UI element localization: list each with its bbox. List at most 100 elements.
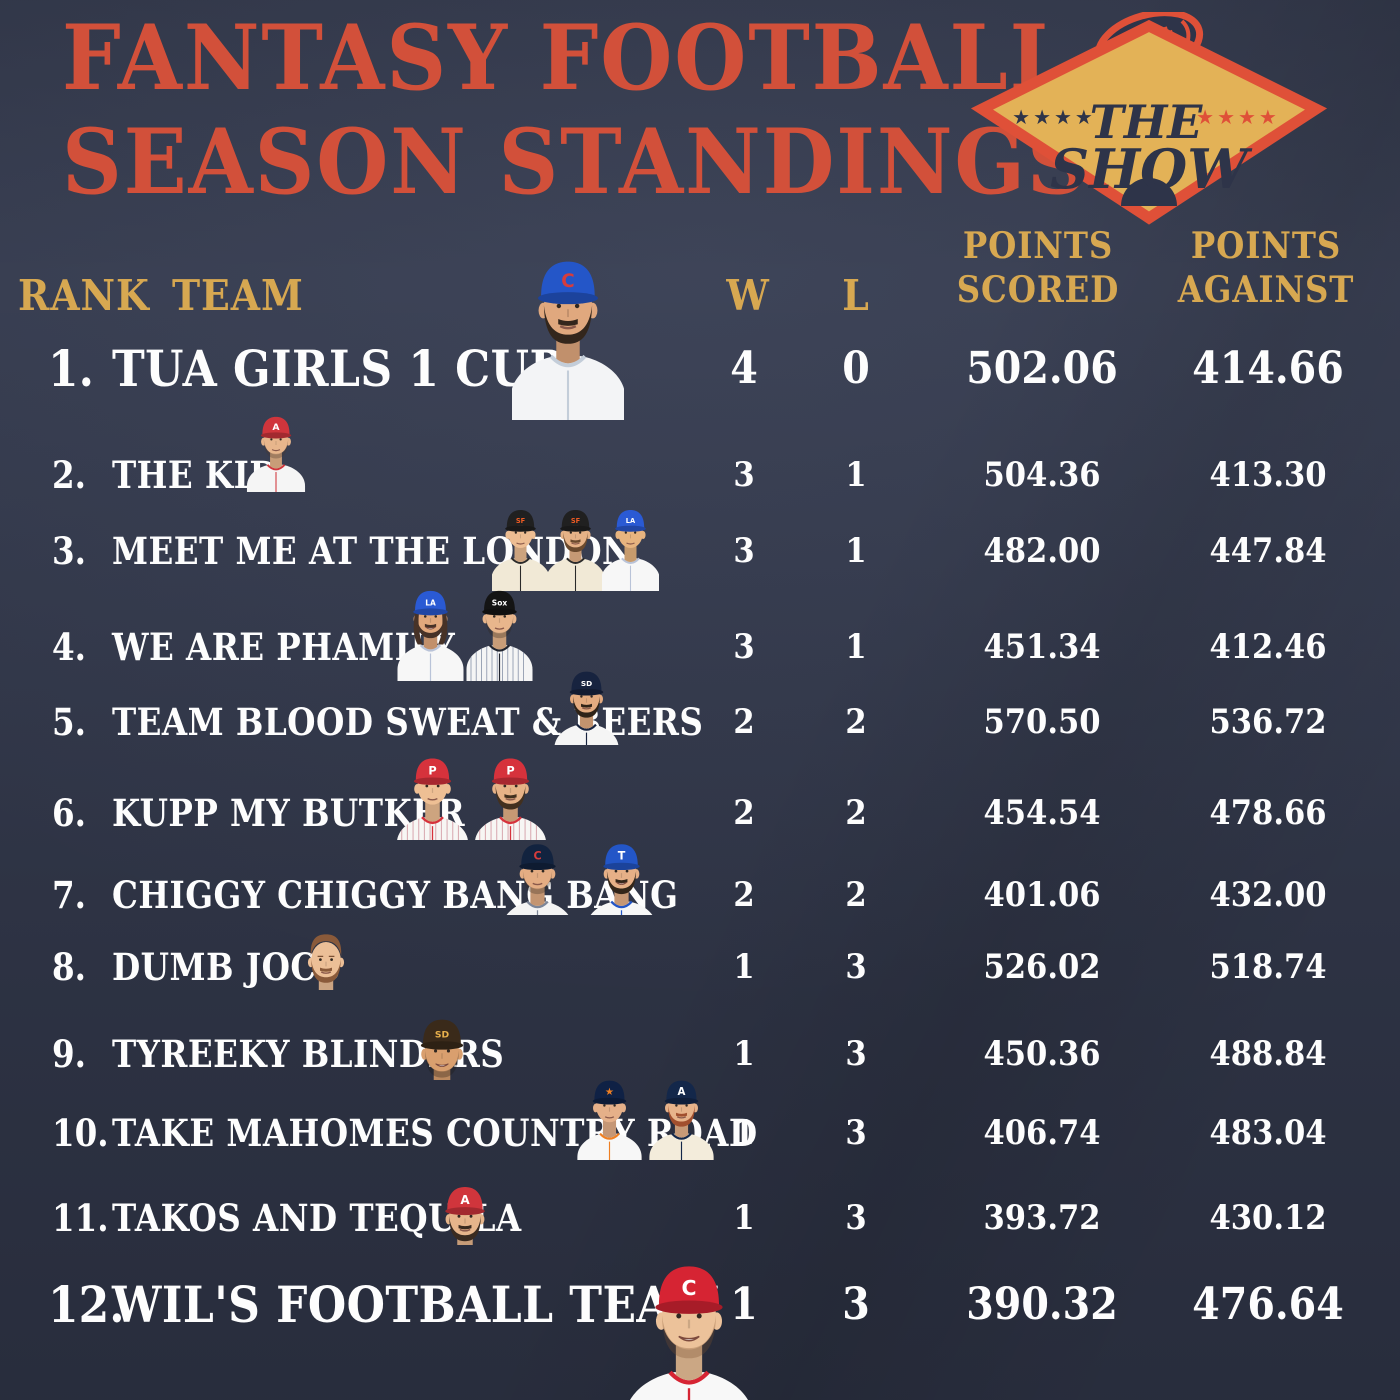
- points-against-cell: 412.46: [1209, 627, 1327, 667]
- points-scored-cell: 502.06: [966, 343, 1118, 394]
- svg-text:P: P: [428, 763, 436, 777]
- logo-word-show: SHOW: [1050, 137, 1253, 201]
- wins-cell: 3: [733, 531, 755, 571]
- points-against-cell: 413.30: [1209, 455, 1327, 495]
- rank-cell: 2.: [52, 453, 87, 497]
- phillies-player-photo: P: [470, 750, 551, 840]
- column-header-wins: W: [726, 271, 770, 320]
- points-against-cell: 518.74: [1209, 947, 1327, 987]
- points-against-cell: 447.84: [1209, 531, 1327, 571]
- rank-cell: 8.: [52, 945, 87, 989]
- svg-text:C: C: [561, 271, 574, 292]
- points-scored-cell: 406.74: [983, 1113, 1101, 1153]
- points-scored-cell: 570.50: [983, 702, 1101, 742]
- team-name: KUPP MY BUTKER: [112, 791, 465, 835]
- wins-cell: 2: [733, 793, 755, 833]
- points-scored-cell: 504.36: [983, 455, 1101, 495]
- svg-text:A: A: [272, 422, 280, 433]
- rank-cell: 3.: [52, 529, 87, 573]
- white-sox-player-photo: Sox: [462, 583, 537, 681]
- svg-text:C: C: [533, 850, 541, 863]
- team-name: CHIGGY CHIGGY BANG BANG: [112, 873, 679, 917]
- wins-cell: 1: [730, 1279, 758, 1330]
- svg-text:P: P: [506, 763, 514, 777]
- team-name: TEAM BLOOD SWEAT & BEERS: [112, 700, 704, 744]
- losses-cell: 3: [845, 947, 867, 987]
- rank-cell: 6.: [52, 791, 87, 835]
- points-against-cell: 483.04: [1209, 1113, 1327, 1153]
- points-scored-cell: 401.06: [983, 875, 1101, 915]
- points-scored-cell: 393.72: [983, 1198, 1101, 1238]
- losses-cell: 1: [845, 627, 867, 667]
- wins-cell: 4: [730, 343, 758, 394]
- points-scored-cell: 454.54: [983, 793, 1101, 833]
- points-against-cell: 430.12: [1209, 1198, 1327, 1238]
- column-header-losses: L: [842, 271, 870, 320]
- team-name: TAKE MAHOMES COUNTRY ROAD: [112, 1111, 758, 1155]
- wins-cell: 1: [733, 1113, 755, 1153]
- losses-cell: 3: [845, 1034, 867, 1074]
- points-against-cell: 432.00: [1209, 875, 1327, 915]
- team-name: WE ARE PHAMILY: [112, 625, 456, 669]
- rank-cell: 12.: [48, 1275, 125, 1334]
- losses-cell: 1: [845, 455, 867, 495]
- losses-cell: 3: [845, 1198, 867, 1238]
- points-against-cell: 478.66: [1209, 793, 1327, 833]
- losses-cell: 3: [845, 1113, 867, 1153]
- diamond-shape: [970, 19, 1328, 225]
- svg-text:★: ★: [605, 1087, 614, 1098]
- rank-cell: 1.: [48, 339, 94, 398]
- page-title: FANTASY FOOTBALL SEASON STANDINGS: [62, 6, 1089, 214]
- svg-text:T: T: [618, 850, 626, 863]
- svg-text:SD: SD: [581, 679, 592, 688]
- points-scored-cell: 450.36: [983, 1034, 1101, 1074]
- svg-text:SF: SF: [571, 517, 580, 525]
- losses-cell: 2: [845, 702, 867, 742]
- points-against-cell: 476.64: [1192, 1279, 1344, 1330]
- points-against-cell: 414.66: [1192, 343, 1344, 394]
- column-header-rank: RANK: [18, 271, 150, 320]
- points-scored-cell: 526.02: [983, 947, 1101, 987]
- team-name: TAKOS AND TEQUILA: [112, 1196, 522, 1240]
- column-header-points-against: POINTS AGAINST: [1177, 225, 1355, 311]
- rank-cell: 7.: [52, 873, 87, 917]
- column-header-points-scored: POINTS SCORED: [956, 225, 1120, 311]
- team-name: TYREEKY BLINDERS: [112, 1032, 505, 1076]
- wins-cell: 3: [733, 455, 755, 495]
- wins-cell: 1: [733, 1034, 755, 1074]
- title-line2: SEASON STANDINGS: [62, 109, 1089, 215]
- points-scored-cell: 451.34: [983, 627, 1101, 667]
- svg-text:LA: LA: [626, 517, 636, 525]
- losses-cell: 3: [842, 1279, 870, 1330]
- points-scored-cell: 482.00: [983, 531, 1101, 571]
- wins-cell: 1: [733, 947, 755, 987]
- logo-word-the: THE: [1090, 95, 1204, 149]
- team-name: MEET ME AT THE LONDON: [112, 529, 633, 573]
- rank-cell: 4.: [52, 625, 87, 669]
- losses-cell: 2: [845, 793, 867, 833]
- rank-cell: 11.: [52, 1196, 109, 1240]
- losses-cell: 1: [845, 531, 867, 571]
- team-name: THE KID: [112, 453, 279, 497]
- rank-cell: 10.: [52, 1111, 109, 1155]
- losses-cell: 2: [845, 875, 867, 915]
- svg-text:Sox: Sox: [492, 599, 508, 608]
- stars-left-icon: ★★★★: [1012, 105, 1096, 129]
- wins-cell: 1: [733, 1198, 755, 1238]
- home-plate-shape: [1121, 178, 1177, 206]
- svg-text:A: A: [678, 1087, 686, 1098]
- points-against-cell: 488.84: [1209, 1034, 1327, 1074]
- wins-cell: 2: [733, 702, 755, 742]
- rank-cell: 9.: [52, 1032, 87, 1076]
- wins-cell: 2: [733, 875, 755, 915]
- svg-text:SF: SF: [516, 517, 525, 525]
- stars-right-icon: ★★★★: [1196, 105, 1280, 129]
- team-name: WIL'S FOOTBALL TEAM: [112, 1275, 721, 1334]
- the-show-logo: ★★★★ ★★★★ THE SHOW: [970, 12, 1328, 225]
- losses-cell: 0: [842, 343, 870, 394]
- wins-cell: 3: [733, 627, 755, 667]
- team-name: DUMB JOCS: [112, 945, 341, 989]
- rank-cell: 5.: [52, 700, 87, 744]
- title-line1: FANTASY FOOTBALL: [62, 5, 1070, 111]
